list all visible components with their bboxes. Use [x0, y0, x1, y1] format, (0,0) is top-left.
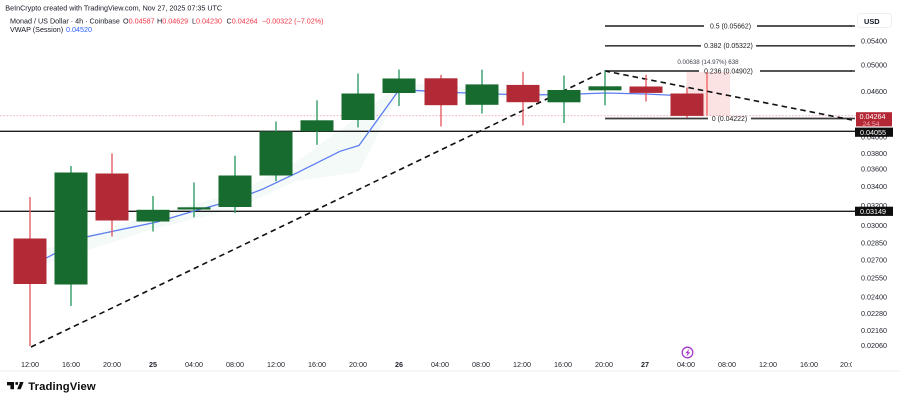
svg-text:0.04264: 0.04264	[860, 112, 886, 121]
svg-text:16:00: 16:00	[554, 360, 572, 369]
svg-text:0.05000: 0.05000	[861, 61, 887, 70]
svg-text:0.236 (0.04902): 0.236 (0.04902)	[704, 68, 753, 75]
svg-text:0.00638 (14.97%) 638: 0.00638 (14.97%) 638	[677, 59, 739, 66]
svg-text:0.02850: 0.02850	[861, 239, 887, 248]
svg-text:04:00: 04:00	[677, 360, 695, 369]
svg-text:20:00: 20:00	[103, 360, 121, 369]
svg-text:Monad / US Dollar · 4h · Coinb: Monad / US Dollar · 4h · Coinbase O0.0458…	[10, 16, 324, 25]
svg-text:08:00: 08:00	[226, 360, 244, 369]
svg-text:20:00: 20:00	[840, 360, 858, 369]
svg-text:USD: USD	[864, 17, 880, 26]
svg-text:0.382 (0.05322): 0.382 (0.05322)	[704, 43, 753, 50]
svg-text:24:54: 24:54	[863, 121, 880, 128]
svg-text:16:00: 16:00	[800, 360, 818, 369]
svg-text:0.03000: 0.03000	[861, 221, 887, 230]
svg-text:TradingView: TradingView	[28, 381, 96, 393]
svg-text:0.04600: 0.04600	[861, 87, 887, 96]
svg-text:0.02280: 0.02280	[861, 309, 887, 318]
svg-text:0.5 (0.05662): 0.5 (0.05662)	[710, 23, 751, 30]
svg-text:16:00: 16:00	[62, 360, 80, 369]
svg-text:0.02700: 0.02700	[861, 256, 887, 265]
svg-text:0.04000: 0.04000	[861, 133, 887, 142]
svg-text:0.03200: 0.03200	[861, 201, 887, 210]
svg-text:0.05400: 0.05400	[861, 37, 887, 46]
svg-text:BeInCrypto created with Tradin: BeInCrypto created with TradingView.com,…	[5, 3, 222, 12]
svg-text:12:00: 12:00	[759, 360, 777, 369]
svg-text:0.03149: 0.03149	[860, 207, 886, 216]
svg-text:0 (0.04222): 0 (0.04222)	[712, 116, 747, 123]
svg-text:20:00: 20:00	[595, 360, 613, 369]
svg-text:0.04055: 0.04055	[860, 128, 886, 137]
svg-text:04:00: 04:00	[185, 360, 203, 369]
svg-text:04:00: 04:00	[431, 360, 449, 369]
svg-text:08:00: 08:00	[472, 360, 490, 369]
svg-text:0.03800: 0.03800	[861, 149, 887, 158]
svg-text:12:00: 12:00	[21, 360, 39, 369]
svg-text:0.02550: 0.02550	[861, 274, 887, 283]
svg-text:27: 27	[641, 360, 649, 369]
svg-text:12:00: 12:00	[513, 360, 531, 369]
svg-text:0.02160: 0.02160	[861, 326, 887, 335]
svg-text:0.03400: 0.03400	[861, 182, 887, 191]
svg-text:0.02400: 0.02400	[861, 293, 887, 302]
svg-text:0.03600: 0.03600	[861, 165, 887, 174]
svg-text:16:00: 16:00	[308, 360, 326, 369]
svg-text:25: 25	[149, 360, 157, 369]
svg-text:20:00: 20:00	[349, 360, 367, 369]
svg-text:08:00: 08:00	[718, 360, 736, 369]
svg-text:26: 26	[395, 360, 403, 369]
svg-text:12:00: 12:00	[267, 360, 285, 369]
svg-text:0.02060: 0.02060	[861, 341, 887, 350]
svg-text:VWAP (Session)0.04520: VWAP (Session) 0.04520	[10, 25, 92, 34]
